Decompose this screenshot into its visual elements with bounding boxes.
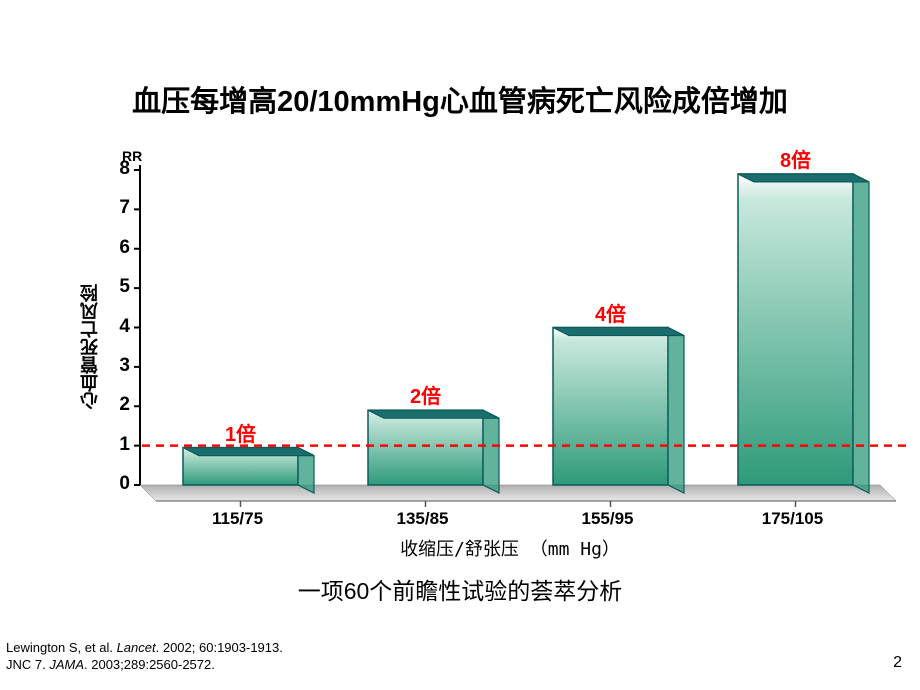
subtitle: 一项60个前瞻性试验的荟萃分析	[0, 572, 920, 606]
x-tick-label: 115/75	[173, 509, 303, 529]
y-tick-label: 3	[104, 355, 130, 377]
citation-line-2: JNC 7. JAMA. 2003;289:2560-2572.	[6, 657, 283, 674]
page-number: 2	[893, 654, 902, 672]
y-tick-label: 2	[104, 394, 130, 416]
y-tick-label: 8	[104, 158, 130, 180]
citation-text: . 2003;289:2560-2572.	[84, 657, 215, 672]
y-tick-label: 0	[104, 473, 130, 495]
bar-value-label: 8倍	[728, 144, 863, 173]
x-tick-label: 135/85	[358, 509, 488, 529]
x-tick-label: 155/95	[543, 509, 673, 529]
y-tick-label: 4	[104, 316, 130, 338]
bar-value-label: 4倍	[543, 298, 678, 327]
citation-text: Lewington S, et al.	[6, 640, 117, 655]
citation-text: JNC 7.	[6, 657, 49, 672]
y-tick-label: 7	[104, 197, 130, 219]
citation-journal: Lancet	[117, 640, 156, 655]
citation-journal: JAMA	[49, 657, 84, 672]
slide: 血压每增高20/10mmHg心血管病死亡风险成倍增加 RR 心血管死亡风险 收缩…	[0, 0, 920, 690]
y-tick-label: 5	[104, 276, 130, 298]
citation-text: . 2002; 60:1903-1913.	[156, 640, 283, 655]
x-tick-label: 175/105	[728, 509, 858, 529]
x-axis-title: 收缩压/舒张压 （mm Hg）	[140, 535, 880, 561]
y-tick-label: 1	[104, 434, 130, 456]
y-tick-label: 6	[104, 237, 130, 259]
bar-value-label: 2倍	[358, 380, 493, 409]
citation: Lewington S, et al. Lancet. 2002; 60:190…	[6, 640, 283, 674]
bar-value-label: 1倍	[173, 418, 308, 447]
citation-line-1: Lewington S, et al. Lancet. 2002; 60:190…	[6, 640, 283, 657]
